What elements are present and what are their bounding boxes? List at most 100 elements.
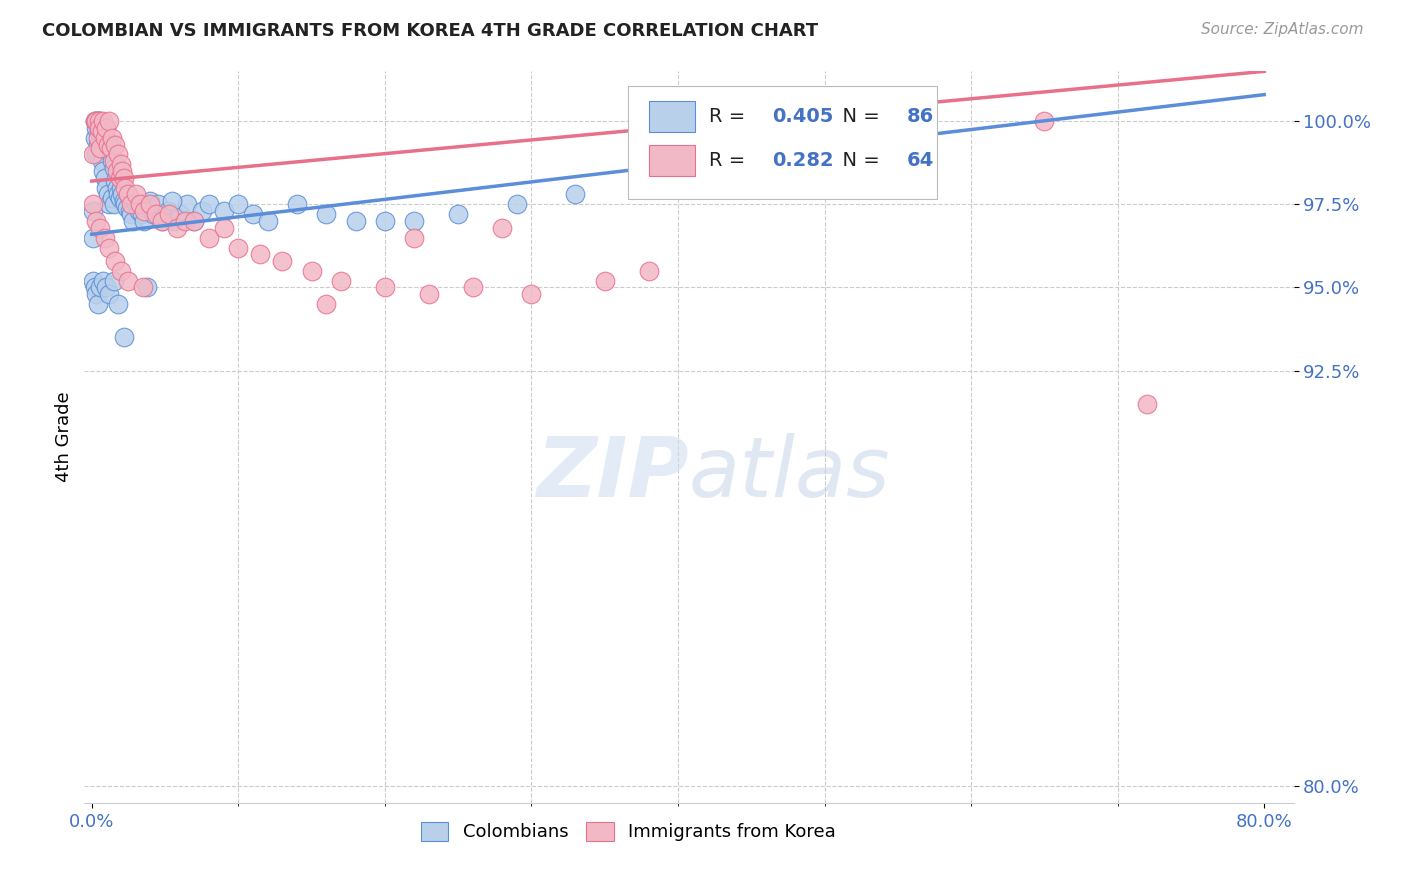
- Point: [82, 274, 104, 288]
- Point: [84, 147, 107, 161]
- Point: [183, 214, 205, 228]
- Point: [94, 170, 117, 185]
- Text: Source: ZipAtlas.com: Source: ZipAtlas.com: [1201, 22, 1364, 37]
- Point: [249, 247, 271, 261]
- Point: [564, 187, 586, 202]
- Point: [156, 204, 179, 219]
- Point: [105, 164, 128, 178]
- Point: [98, 197, 121, 211]
- Text: atlas: atlas: [689, 434, 890, 514]
- Point: [226, 197, 249, 211]
- Point: [82, 147, 104, 161]
- Point: [110, 264, 132, 278]
- Point: [344, 214, 367, 228]
- Point: [198, 230, 221, 244]
- Point: [256, 214, 278, 228]
- Point: [87, 114, 110, 128]
- Point: [82, 230, 104, 244]
- Point: [242, 207, 264, 221]
- Point: [169, 207, 191, 221]
- FancyBboxPatch shape: [628, 86, 936, 200]
- Point: [198, 197, 221, 211]
- Text: R =: R =: [710, 107, 752, 126]
- Y-axis label: 4th Grade: 4th Grade: [55, 392, 73, 483]
- Point: [100, 147, 122, 161]
- Point: [506, 197, 529, 211]
- Point: [98, 114, 121, 128]
- Point: [101, 131, 124, 145]
- Point: [115, 201, 138, 215]
- Point: [97, 137, 120, 152]
- Point: [117, 274, 139, 288]
- Text: N =: N =: [831, 107, 886, 126]
- Point: [112, 330, 135, 344]
- Point: [110, 180, 132, 194]
- Point: [87, 124, 110, 138]
- Point: [94, 131, 117, 145]
- Point: [98, 241, 121, 255]
- Point: [637, 114, 659, 128]
- Legend: Colombians, Immigrants from Korea: Colombians, Immigrants from Korea: [413, 814, 844, 848]
- Point: [84, 114, 107, 128]
- Point: [139, 194, 162, 208]
- Point: [91, 124, 114, 138]
- Point: [174, 214, 197, 228]
- Text: ZIP: ZIP: [536, 434, 689, 514]
- Point: [1136, 397, 1159, 411]
- Point: [86, 131, 108, 145]
- Text: COLOMBIAN VS IMMIGRANTS FROM KOREA 4TH GRADE CORRELATION CHART: COLOMBIAN VS IMMIGRANTS FROM KOREA 4TH G…: [42, 22, 818, 40]
- Point: [98, 287, 121, 301]
- Point: [94, 230, 117, 244]
- Point: [124, 187, 146, 202]
- Point: [166, 220, 188, 235]
- Point: [103, 274, 125, 288]
- Text: 0.405: 0.405: [772, 107, 834, 126]
- Point: [226, 241, 249, 255]
- Text: N =: N =: [831, 151, 886, 170]
- Point: [271, 253, 294, 268]
- Point: [104, 174, 127, 188]
- Point: [89, 141, 111, 155]
- Point: [83, 131, 105, 145]
- Point: [315, 297, 337, 311]
- Point: [107, 147, 129, 161]
- Point: [131, 207, 153, 221]
- Point: [124, 197, 146, 211]
- Point: [86, 297, 108, 311]
- Point: [104, 137, 127, 152]
- Point: [96, 280, 118, 294]
- Point: [1033, 114, 1056, 128]
- Point: [86, 114, 108, 128]
- Point: [162, 194, 184, 208]
- Point: [176, 197, 198, 211]
- Point: [104, 253, 127, 268]
- Point: [96, 120, 118, 135]
- Point: [163, 214, 186, 228]
- Point: [87, 120, 110, 135]
- Point: [114, 180, 136, 194]
- Point: [89, 141, 111, 155]
- Point: [105, 180, 128, 194]
- Point: [139, 197, 162, 211]
- Point: [696, 170, 718, 185]
- Point: [418, 287, 440, 301]
- Point: [150, 214, 173, 228]
- Point: [84, 214, 107, 228]
- Point: [107, 297, 129, 311]
- Point: [404, 214, 426, 228]
- Point: [520, 287, 543, 301]
- Point: [103, 161, 125, 175]
- Point: [637, 180, 659, 194]
- Point: [190, 204, 212, 219]
- Point: [98, 141, 121, 155]
- Point: [91, 154, 114, 169]
- Point: [129, 197, 152, 211]
- Point: [128, 204, 150, 219]
- Point: [183, 214, 205, 228]
- Point: [94, 128, 117, 142]
- Point: [301, 264, 323, 278]
- Point: [110, 157, 132, 171]
- Point: [491, 220, 513, 235]
- Text: R =: R =: [710, 151, 752, 170]
- Point: [97, 187, 120, 202]
